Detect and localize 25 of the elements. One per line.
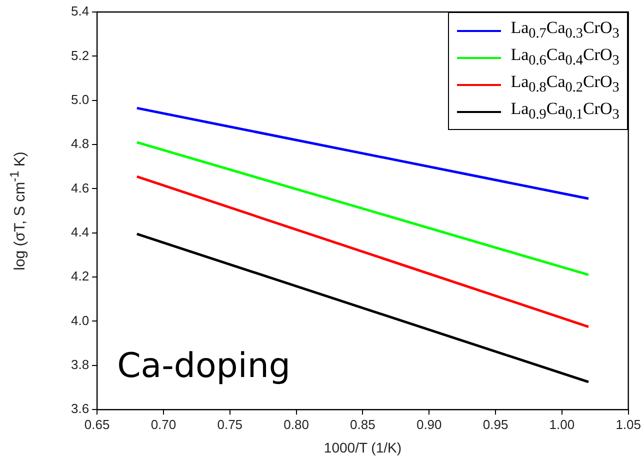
x-tick-label: 1.00 [549, 416, 575, 432]
annotation: Ca-doping [117, 346, 290, 386]
y-tick-label: 4.0 [70, 312, 90, 328]
x-tick-label: 0.90 [416, 416, 442, 432]
y-tick-label: 4.6 [70, 180, 90, 196]
y-tick-label: 5.4 [70, 4, 90, 19]
y-tick-label: 4.4 [70, 224, 90, 240]
legend-label: La$_{0.6}$Ca$_{0.4}$CrO$_{3}$ [510, 45, 620, 70]
x-tick-label: 1.05 [616, 416, 642, 432]
legend-label: La$_{0.9}$Ca$_{0.1}$CrO$_{3}$ [510, 99, 620, 124]
x-tick-label: 0.80 [284, 416, 309, 432]
y-tick-label: 5.0 [70, 92, 90, 107]
legend-label: La$_{0.7}$Ca$_{0.3}$CrO$_{3}$ [510, 18, 620, 43]
x-tick-label: 0.85 [350, 416, 376, 432]
y-tick-label: 4.2 [70, 268, 90, 284]
y-tick-label: 3.8 [70, 357, 90, 372]
y-tick-label: 5.2 [70, 48, 90, 63]
x-tick-label: 0.65 [84, 416, 110, 432]
x-axis-title: 1000/T (1/K) [324, 439, 402, 456]
x-tick-label: 0.70 [150, 416, 176, 432]
x-tick-label: 0.75 [217, 416, 243, 432]
x-tick-label: 0.95 [482, 416, 508, 432]
legend-label: La$_{0.8}$Ca$_{0.2}$CrO$_{3}$ [510, 72, 620, 97]
y-tick-label: 4.8 [70, 136, 90, 152]
y-tick-label: 3.6 [70, 401, 90, 416]
